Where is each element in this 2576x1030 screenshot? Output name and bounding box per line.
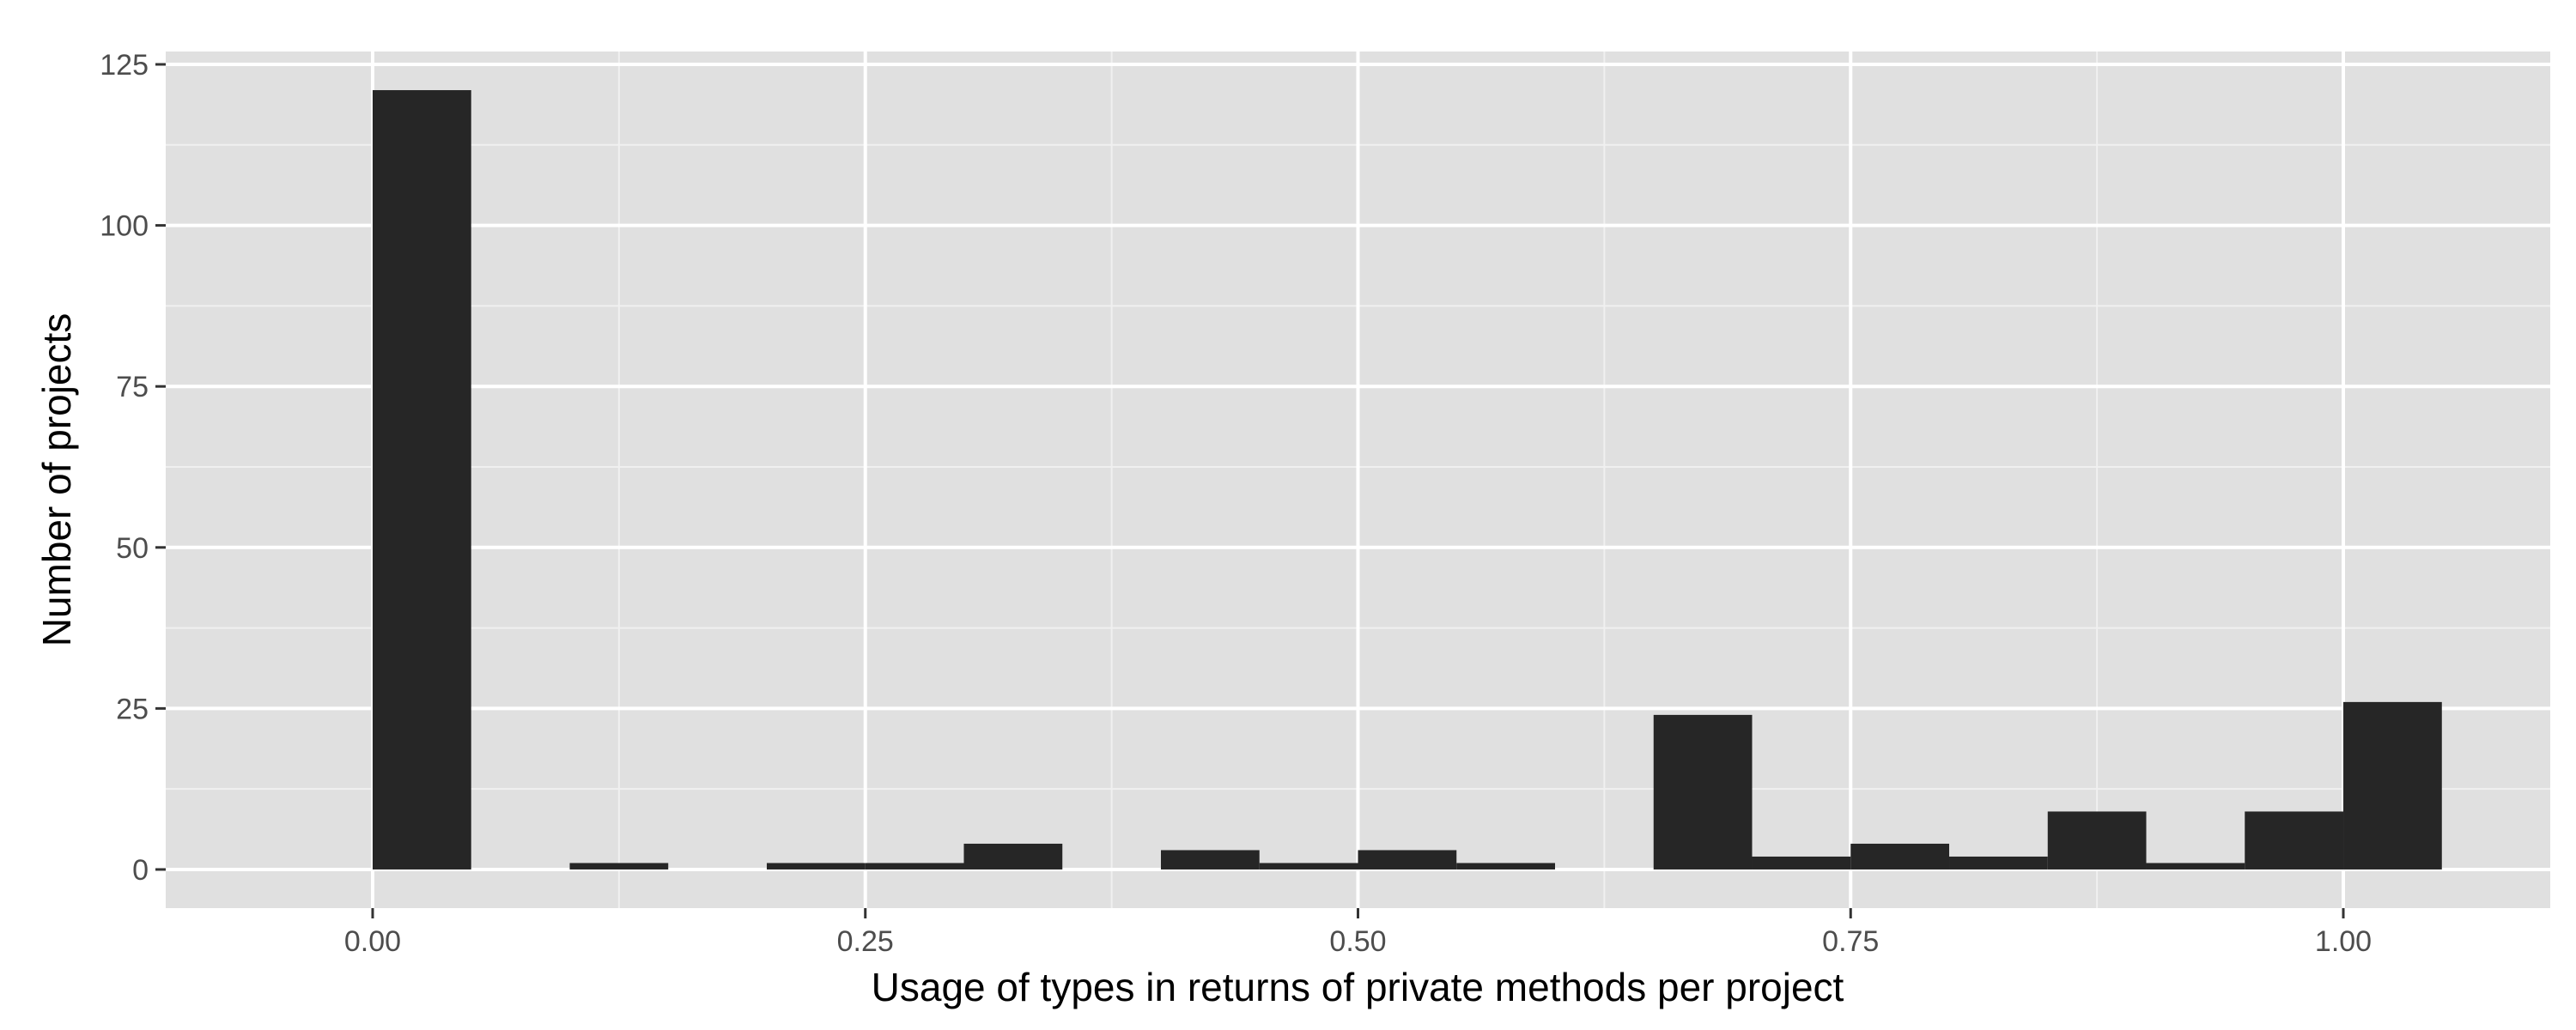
x-axis-title: Usage of types in returns of private met… (872, 965, 1844, 1009)
histogram-bar (1949, 856, 2048, 869)
histogram-bar (1850, 843, 1950, 869)
histogram-bar (1160, 850, 1260, 869)
y-tick-label: 125 (100, 49, 149, 82)
histogram-bar (1259, 863, 1358, 869)
x-tick-label: 0.50 (1329, 925, 1386, 958)
y-axis-title: Number of projects (34, 313, 79, 647)
histogram-bar (1456, 863, 1556, 869)
histogram-bar (963, 843, 1063, 869)
histogram-bar (865, 863, 964, 869)
histogram-bar (1653, 714, 1753, 869)
histogram-bar (766, 863, 866, 869)
histogram-bars (372, 90, 2442, 869)
histogram-bar (1752, 856, 1851, 869)
y-tick-label: 0 (132, 854, 149, 887)
histogram-bar (2343, 701, 2442, 869)
x-axis: 0.00 0.25 0.50 0.75 1.00 (344, 908, 2372, 958)
histogram-bar (2146, 863, 2245, 869)
y-axis: 0 25 50 75 100 125 (100, 49, 166, 887)
x-tick-label: 0.25 (837, 925, 894, 958)
histogram-bar (372, 90, 471, 869)
x-tick-label: 0.75 (1822, 925, 1879, 958)
y-tick-label: 75 (116, 371, 149, 403)
x-tick-label: 1.00 (2315, 925, 2372, 958)
y-tick-label: 100 (100, 210, 149, 243)
y-tick-label: 50 (116, 532, 149, 565)
histogram-bar (1358, 850, 1457, 869)
x-tick-label: 0.00 (344, 925, 401, 958)
y-tick-label: 25 (116, 693, 149, 725)
histogram-bar (2245, 811, 2344, 869)
histogram-bar (569, 863, 669, 869)
histogram-bar (2047, 811, 2147, 869)
